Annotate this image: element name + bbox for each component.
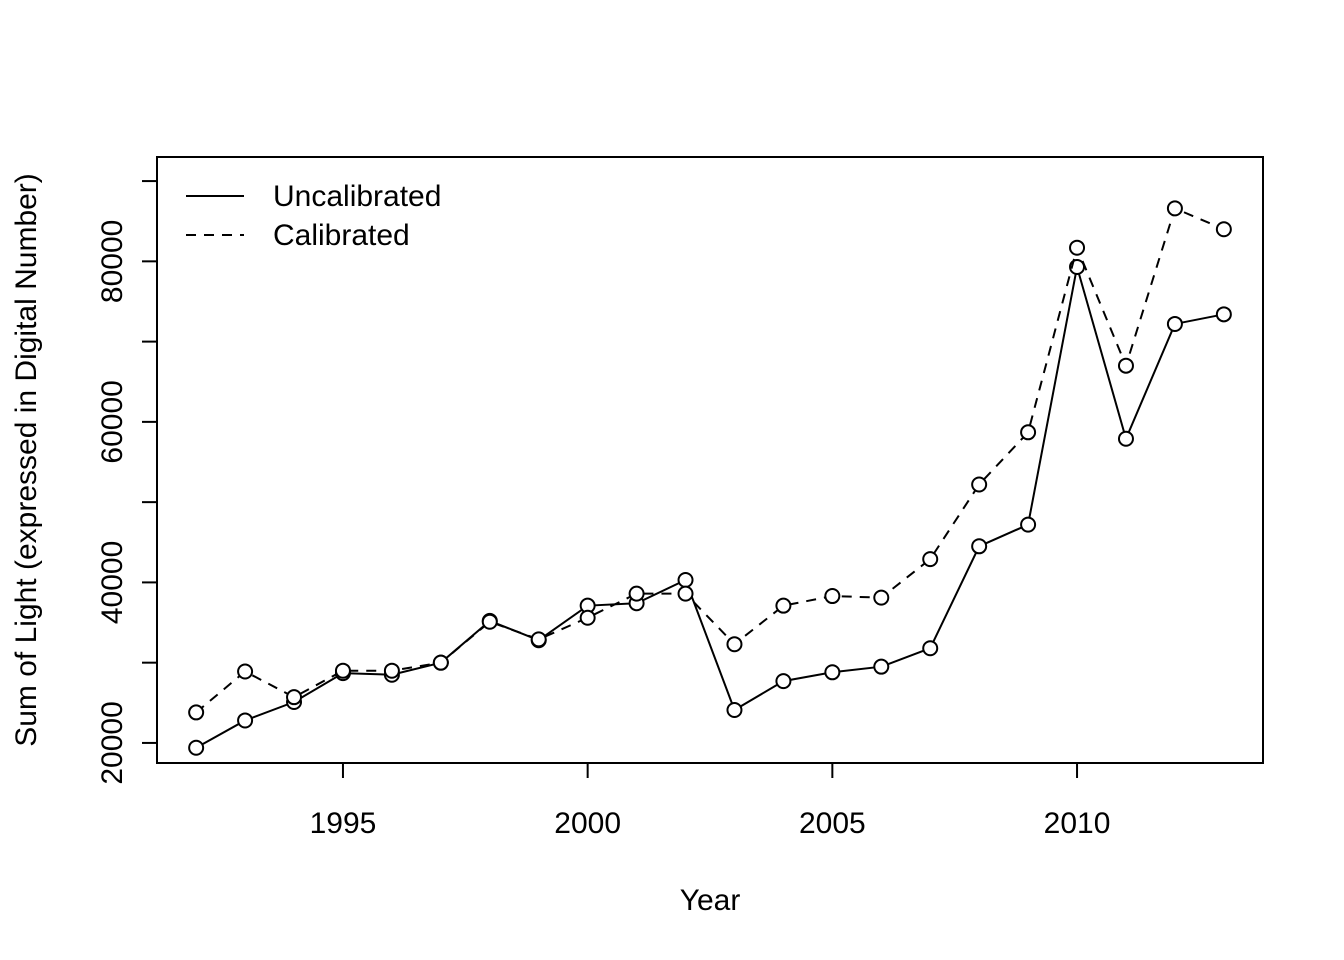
y-tick-label: 40000	[96, 541, 129, 624]
data-point	[971, 476, 988, 493]
x-axis-label: Year	[680, 884, 741, 917]
data-point	[677, 585, 694, 602]
x-tick-label: 2005	[799, 807, 866, 840]
data-point	[579, 609, 596, 626]
data-point	[1166, 200, 1183, 217]
series-layer	[188, 200, 1232, 756]
data-point	[873, 658, 890, 675]
data-point	[237, 663, 254, 680]
plot-frame	[156, 156, 1264, 764]
data-point	[1166, 315, 1183, 332]
x-tick-label: 2000	[554, 807, 621, 840]
series-uncalibrated	[188, 258, 1232, 756]
data-point	[530, 631, 547, 648]
series-line	[195, 266, 1225, 749]
data-point	[824, 588, 841, 605]
x-tick-label: 2010	[1044, 807, 1111, 840]
data-point	[628, 585, 645, 602]
data-point	[824, 664, 841, 681]
y-tick-label: 80000	[96, 220, 129, 303]
legend: Uncalibrated Calibrated	[186, 180, 441, 252]
y-tick-label: 20000	[96, 701, 129, 784]
data-point	[726, 636, 743, 653]
data-point	[1117, 430, 1134, 447]
y-axis-label: Sum of Light (expressed in Digital Numbe…	[10, 173, 43, 747]
x-tick-label: 1995	[310, 807, 377, 840]
data-point	[1215, 306, 1232, 323]
data-point	[432, 654, 449, 671]
data-point	[286, 689, 303, 706]
data-point	[1069, 239, 1086, 256]
data-point	[188, 739, 205, 756]
data-point	[775, 597, 792, 614]
legend-label-calibrated: Calibrated	[273, 219, 410, 252]
series-line	[195, 207, 1225, 714]
data-point	[726, 702, 743, 719]
data-point	[481, 613, 498, 630]
data-point	[334, 662, 351, 679]
legend-label-uncalibrated: Uncalibrated	[273, 180, 441, 213]
data-point	[873, 589, 890, 606]
data-point	[237, 712, 254, 729]
data-point	[1117, 357, 1134, 374]
data-point	[1020, 424, 1037, 441]
data-point	[775, 673, 792, 690]
data-point	[677, 571, 694, 588]
series-calibrated	[188, 200, 1232, 721]
data-point	[971, 538, 988, 555]
data-point	[1215, 221, 1232, 238]
data-point	[1020, 516, 1037, 533]
data-point	[383, 662, 400, 679]
data-point	[922, 551, 939, 568]
y-tick-label: 60000	[96, 380, 129, 463]
axes: 1995 2000 2005 2010 20000 40000 60000 80000	[96, 180, 1111, 840]
data-point	[188, 704, 205, 721]
data-point	[922, 640, 939, 657]
